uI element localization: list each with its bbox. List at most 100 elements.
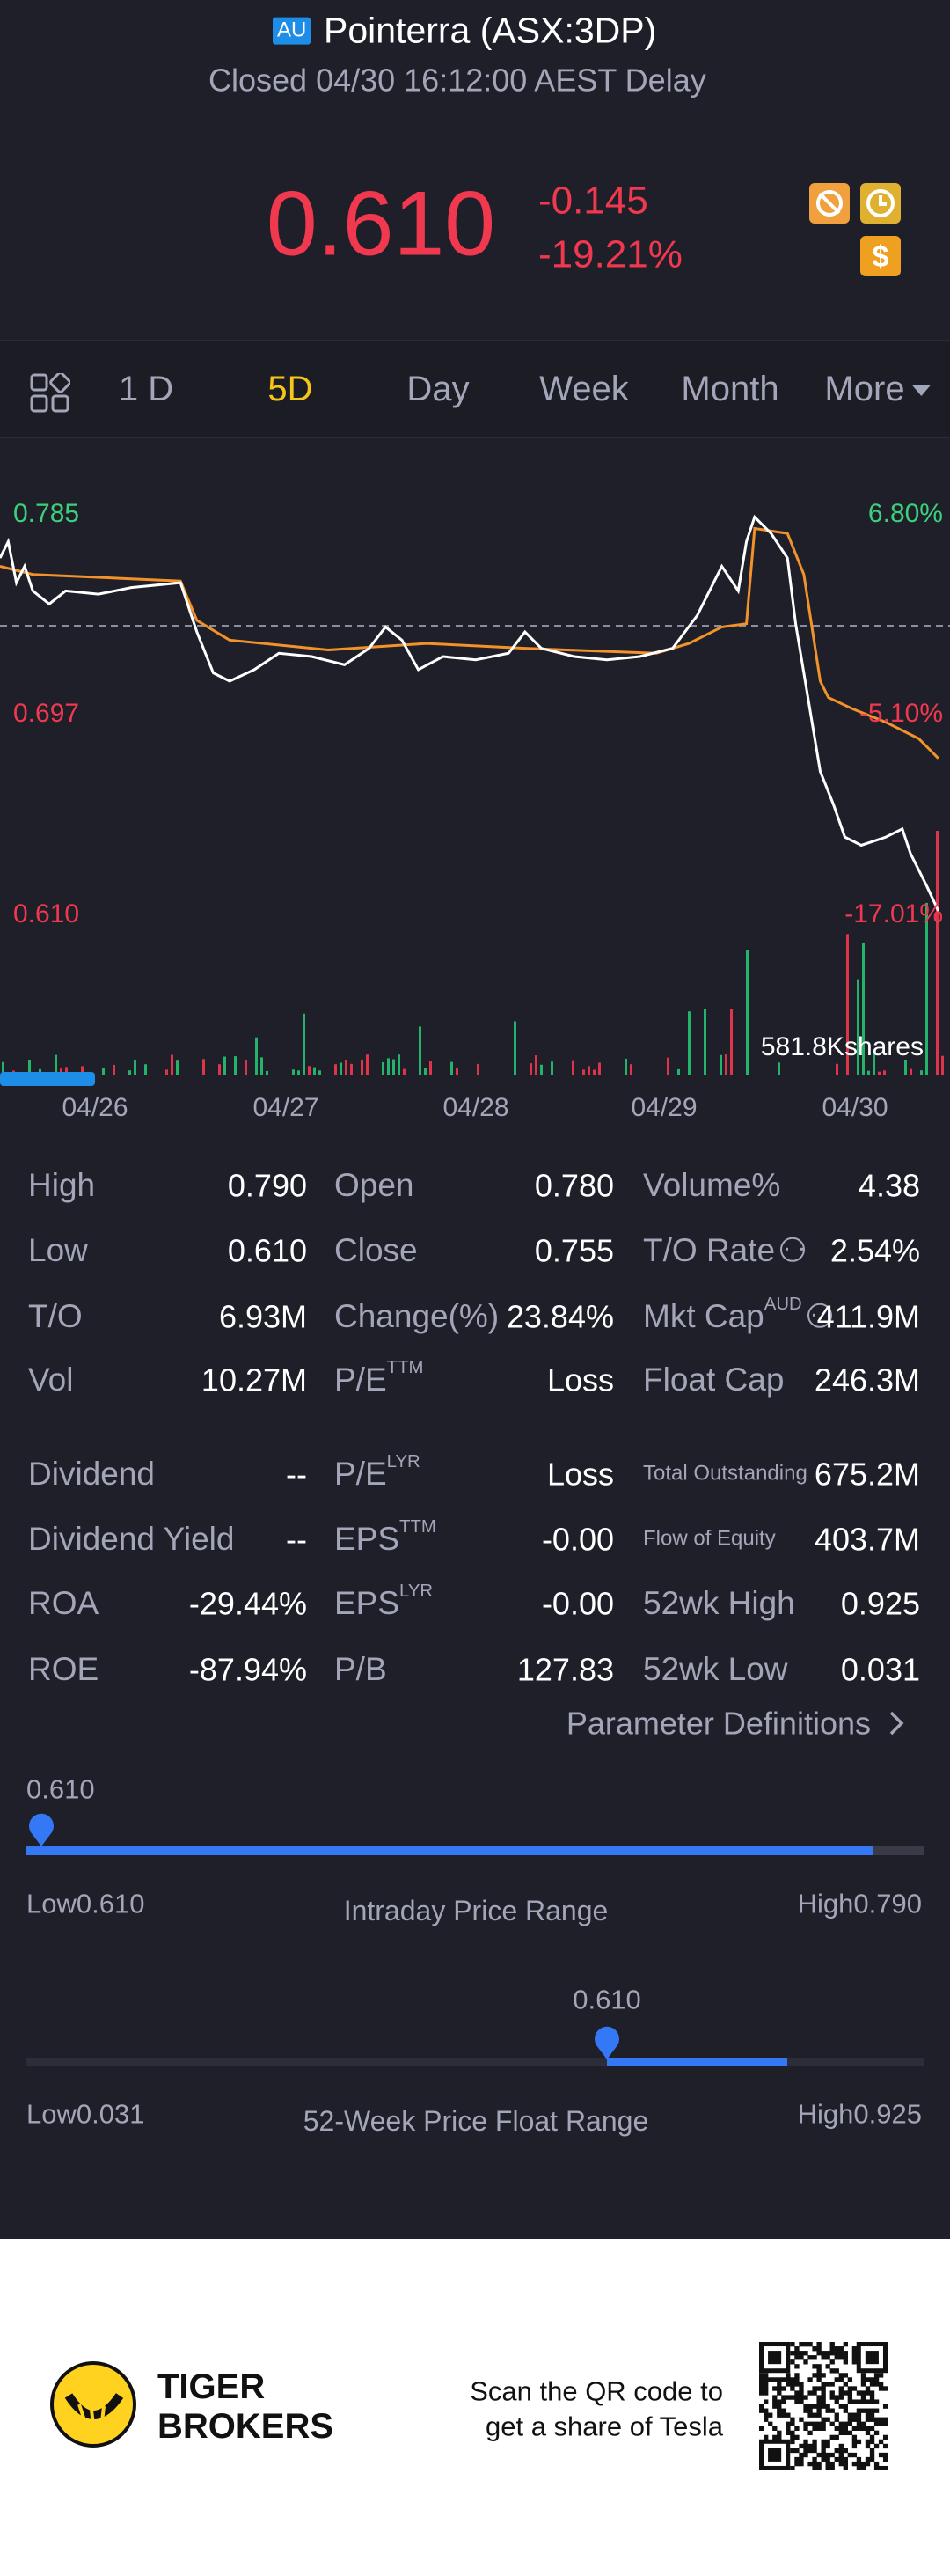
- stat-label: Close: [334, 1231, 418, 1270]
- range-high: High0.925: [797, 2098, 922, 2130]
- chevron: [889, 1711, 904, 1736]
- stat-sup: AUD: [764, 1294, 802, 1314]
- qr-text: Scan the QR code to: [470, 2375, 723, 2407]
- stat-value: 0.925: [840, 1585, 920, 1622]
- stat-value: 0.790: [227, 1167, 307, 1204]
- range-high: High0.790: [797, 1888, 922, 1919]
- stat-value: -0.00: [541, 1585, 614, 1622]
- stat-label-text: T/O Rate: [643, 1231, 776, 1268]
- stat-label: P/ELYR: [334, 1451, 420, 1493]
- stat-label-text: Float Cap: [643, 1361, 785, 1398]
- status-icons: $: [809, 183, 901, 276]
- stat-label-text: Dividend Yield: [28, 1520, 235, 1557]
- tab[interactable]: Week: [539, 370, 629, 408]
- stat-label-text: T/O: [28, 1297, 83, 1334]
- stat-label: Open: [334, 1166, 414, 1205]
- stat-label-text: P/E: [334, 1361, 387, 1398]
- date-label: 04/28: [442, 1093, 509, 1122]
- range-current: 0.610: [26, 1773, 95, 1805]
- stat-value: 10.27M: [201, 1361, 307, 1398]
- stat-label: Low: [28, 1231, 88, 1270]
- tiger-logo: [50, 2361, 136, 2448]
- layout-icon[interactable]: [30, 373, 70, 414]
- stat-label: T/O: [28, 1297, 83, 1336]
- parameter-link[interactable]: Parameter Definitions: [566, 1705, 871, 1742]
- stat-label: Vol: [28, 1361, 73, 1399]
- date-label: 04/26: [62, 1093, 128, 1122]
- stat-label-text: Total Outstanding Shares: [643, 1461, 815, 1486]
- stat-label: Mkt CapAUD: [643, 1294, 837, 1336]
- stat-value: 6.93M: [218, 1298, 307, 1335]
- svg-text:$: $: [873, 240, 889, 274]
- stat-value: 4.38: [858, 1167, 920, 1204]
- stat-value: 0.780: [534, 1167, 614, 1204]
- pct-axis-label: -17.01%: [844, 899, 943, 928]
- date-label: 04/30: [822, 1093, 888, 1122]
- pct-axis-label: 6.80%: [867, 499, 943, 528]
- stat-label: High: [28, 1166, 95, 1205]
- stat-label-text: Close: [334, 1231, 418, 1268]
- stat-label: Total Outstanding Shares: [643, 1462, 815, 1487]
- stat-value: 127.83: [516, 1651, 614, 1688]
- date-label: 04/29: [631, 1093, 698, 1122]
- tab[interactable]: 1 D: [118, 370, 174, 408]
- stock-title: Pointerra (ASX:3DP): [324, 10, 657, 51]
- stat-label-text: Dividend: [28, 1455, 155, 1492]
- qr-code: [759, 2342, 888, 2470]
- price-axis-label: 0.785: [13, 499, 80, 528]
- stat-value: 0.755: [534, 1232, 614, 1269]
- stat-label-text: P/B: [334, 1650, 387, 1687]
- stat-label: ROA: [28, 1584, 99, 1623]
- stat-value: Loss: [546, 1361, 614, 1398]
- stat-sup: LYR: [386, 1451, 420, 1471]
- stat-label: Dividend Yield: [28, 1520, 234, 1559]
- range-title: 52-Week Price Float Range: [303, 2104, 649, 2137]
- stat-label: EPSTTM: [334, 1517, 436, 1559]
- tab-bar: 1 D 5D Day Week Month More: [0, 340, 950, 438]
- stat-value: --: [286, 1456, 307, 1493]
- stat-label-text: Change(%): [334, 1297, 500, 1334]
- stat-value: 246.3M: [814, 1361, 920, 1398]
- change-pct: -19.21%: [538, 232, 683, 276]
- range-low: 0.610: [76, 1888, 145, 1919]
- stat-label-text: Open: [334, 1166, 414, 1203]
- info-icon[interactable]: [780, 1237, 806, 1263]
- stat-value: 403.7M: [814, 1521, 920, 1558]
- change: -0.145: [538, 179, 648, 223]
- info-icon[interactable]: [807, 1303, 832, 1329]
- market-badge: AU: [273, 17, 311, 45]
- tab[interactable]: Day: [406, 370, 470, 408]
- range-bars: [26, 1813, 924, 2066]
- stat-value: Loss: [546, 1456, 614, 1493]
- stat-label: Change(%): [334, 1297, 499, 1336]
- qr-text: get a share of Tesla: [486, 2411, 723, 2442]
- stat-value: -29.44%: [188, 1585, 307, 1622]
- brand: BROKERS: [157, 2407, 334, 2446]
- stat-label: P/ETTM: [334, 1357, 424, 1399]
- stat-label: 52wk Low: [643, 1650, 788, 1689]
- range-low-label: Low0.610: [26, 1888, 145, 1919]
- stat-value: -0.00: [541, 1521, 614, 1558]
- range-current: 0.610: [573, 1984, 641, 2015]
- stat-value: 2.54%: [829, 1232, 920, 1269]
- stat-label-text: P/E: [334, 1455, 387, 1492]
- range-high-label: High: [797, 2098, 854, 2130]
- stat-sup: TTM: [386, 1357, 424, 1377]
- stat-label-text: ROE: [28, 1650, 99, 1687]
- stat-label-text: High: [28, 1166, 96, 1203]
- stat-value: 675.2M: [814, 1456, 920, 1493]
- price-axis-label: 0.610: [13, 899, 80, 928]
- stat-value: 0.610: [227, 1232, 307, 1269]
- stat-label-text: ROA: [28, 1584, 99, 1621]
- stat-label: P/B: [334, 1650, 387, 1689]
- price: 0.610: [266, 172, 496, 275]
- tab[interactable]: More: [824, 368, 932, 410]
- tab[interactable]: Month: [681, 370, 779, 408]
- stat-label-text: Low: [28, 1231, 88, 1268]
- stat-label-text: Mkt Cap: [643, 1297, 764, 1334]
- stat-label: Volume%: [643, 1166, 780, 1205]
- status: Closed 04/30 16:12:00 AEST Delay: [208, 62, 706, 99]
- tab[interactable]: 5D: [267, 370, 313, 408]
- date-label: 04/27: [252, 1093, 319, 1122]
- stat-label: EPSLYR: [334, 1582, 433, 1623]
